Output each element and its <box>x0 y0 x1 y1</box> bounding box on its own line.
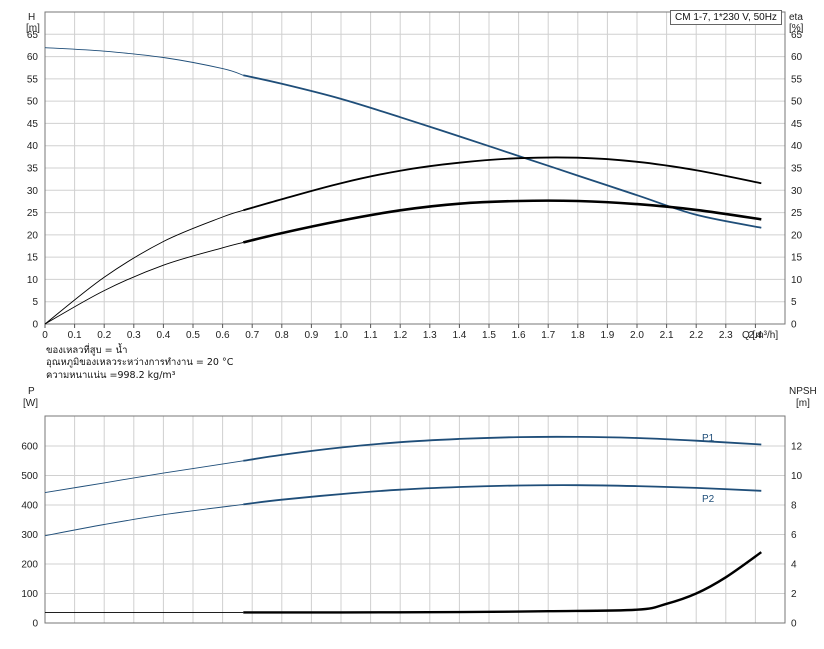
x-axis-label: Q [m³/h] <box>742 330 778 341</box>
y-tick-label-right: 65 <box>791 30 803 41</box>
y-tick-label-left: 300 <box>21 530 38 541</box>
y-tick-label-left: 100 <box>21 589 38 600</box>
y-tick-label-right: 0 <box>791 619 797 630</box>
info-temperature: อุณหภูมิของเหลวระหว่างการทำงาน = 20 °C <box>46 357 234 368</box>
y-tick-label-right: 20 <box>791 230 803 241</box>
y-axis-unit-left: [m] <box>26 23 40 34</box>
y-tick-label-right: 10 <box>791 275 803 286</box>
y-tick-label-right: 60 <box>791 52 803 63</box>
series-curve-operating <box>243 551 762 614</box>
y-tick-label-left: 0 <box>32 320 38 331</box>
y-tick-label-left: 60 <box>27 52 39 63</box>
y-tick-label-left: 0 <box>32 619 38 630</box>
series-curve-operating <box>243 435 762 462</box>
y-tick-label-right: 4 <box>791 560 797 571</box>
y-tick-label-left: 50 <box>27 97 39 108</box>
x-tick-label: 0.2 <box>97 330 111 341</box>
y-tick-label-right: 0 <box>791 320 797 331</box>
x-tick-label: 0.7 <box>245 330 259 341</box>
plot-frame-top <box>44 11 786 325</box>
x-tick-label: 0.4 <box>156 330 170 341</box>
series-curve-operating <box>243 74 762 229</box>
y-tick-label-left: 200 <box>21 560 38 571</box>
x-tick-label: 1.2 <box>393 330 407 341</box>
x-tick-label: 0.8 <box>275 330 289 341</box>
y-tick-label-left: 40 <box>27 141 39 152</box>
y-tick-label-right: 10 <box>791 471 803 482</box>
y-tick-label-left: 600 <box>21 442 38 453</box>
series-curve-thin <box>44 460 244 494</box>
y-tick-label-left: 65 <box>27 30 39 41</box>
y-tick-label-left: 55 <box>27 74 39 85</box>
y-tick-label-left: 400 <box>21 501 38 512</box>
y-tick-label-right: 25 <box>791 208 803 219</box>
y-tick-label-left: 10 <box>27 275 39 286</box>
y-tick-label-right: 15 <box>791 253 803 264</box>
series-label-p2: P2 <box>702 494 715 505</box>
y-tick-label-right: 12 <box>791 442 803 453</box>
x-tick-label: 1.9 <box>600 330 614 341</box>
y-tick-label-right: 40 <box>791 141 803 152</box>
y-axis-label-right: NPSH <box>789 386 817 397</box>
x-tick-label: 0.3 <box>127 330 141 341</box>
series-curve-operating <box>243 156 762 212</box>
x-tick-label: 2.3 <box>719 330 733 341</box>
x-tick-label: 0.6 <box>216 330 230 341</box>
series-curve-thin <box>44 241 244 325</box>
series-curve-thin <box>44 503 244 537</box>
y-tick-label-right: 6 <box>791 530 797 541</box>
y-axis-unit-right: [m] <box>796 398 810 409</box>
y-tick-label-right: 35 <box>791 164 803 175</box>
x-tick-label: 1.7 <box>541 330 555 341</box>
info-density: ความหนาแน่น =998.2 kg/m³ <box>46 370 176 381</box>
y-tick-label-left: 25 <box>27 208 39 219</box>
series-label-p1: P1 <box>702 433 715 444</box>
x-tick-label: 0 <box>42 330 48 341</box>
y-tick-label-right: 2 <box>791 589 797 600</box>
x-tick-label: 1.0 <box>334 330 348 341</box>
y-tick-label-right: 50 <box>791 97 803 108</box>
x-tick-label: 0.1 <box>68 330 82 341</box>
series-curve-thin <box>44 47 244 76</box>
info-liquid: ของเหลวที่สูบ = น้ำ <box>46 345 128 356</box>
x-tick-label: 2.4 <box>748 330 762 341</box>
y-axis-label-left: P <box>28 386 35 397</box>
x-tick-label: 2.0 <box>630 330 644 341</box>
y-tick-label-right: 55 <box>791 74 803 85</box>
y-axis-unit-left: [W] <box>23 398 38 409</box>
y-tick-label-left: 45 <box>27 119 39 130</box>
x-tick-label: 0.9 <box>304 330 318 341</box>
x-tick-label: 1.1 <box>364 330 378 341</box>
y-tick-label-left: 500 <box>21 471 38 482</box>
x-tick-label: 2.1 <box>660 330 674 341</box>
y-tick-label-left: 30 <box>27 186 39 197</box>
y-tick-label-left: 35 <box>27 164 39 175</box>
pump-title-box: CM 1-7, 1*230 V, 50Hz <box>670 10 782 25</box>
x-tick-label: 2.2 <box>689 330 703 341</box>
x-tick-label: 1.8 <box>571 330 585 341</box>
y-tick-label-left: 5 <box>32 297 38 308</box>
x-tick-label: 0.5 <box>186 330 200 341</box>
series-curve-thin <box>44 209 244 325</box>
plot-frame-bottom <box>44 415 786 624</box>
x-tick-label: 1.3 <box>423 330 437 341</box>
series-curve-operating <box>243 484 762 506</box>
y-tick-label-right: 8 <box>791 501 797 512</box>
y-axis-label-right: eta <box>789 12 803 23</box>
x-tick-label: 1.5 <box>482 330 496 341</box>
y-axis-label-left: H <box>28 12 35 23</box>
series-curve-operating <box>243 199 762 244</box>
y-tick-label-right: 45 <box>791 119 803 130</box>
y-tick-label-left: 20 <box>27 230 39 241</box>
x-tick-label: 1.6 <box>512 330 526 341</box>
x-tick-label: 1.4 <box>452 330 466 341</box>
y-axis-unit-right: [%] <box>789 23 804 34</box>
y-tick-label-right: 30 <box>791 186 803 197</box>
y-tick-label-left: 15 <box>27 253 39 264</box>
y-tick-label-right: 5 <box>791 297 797 308</box>
